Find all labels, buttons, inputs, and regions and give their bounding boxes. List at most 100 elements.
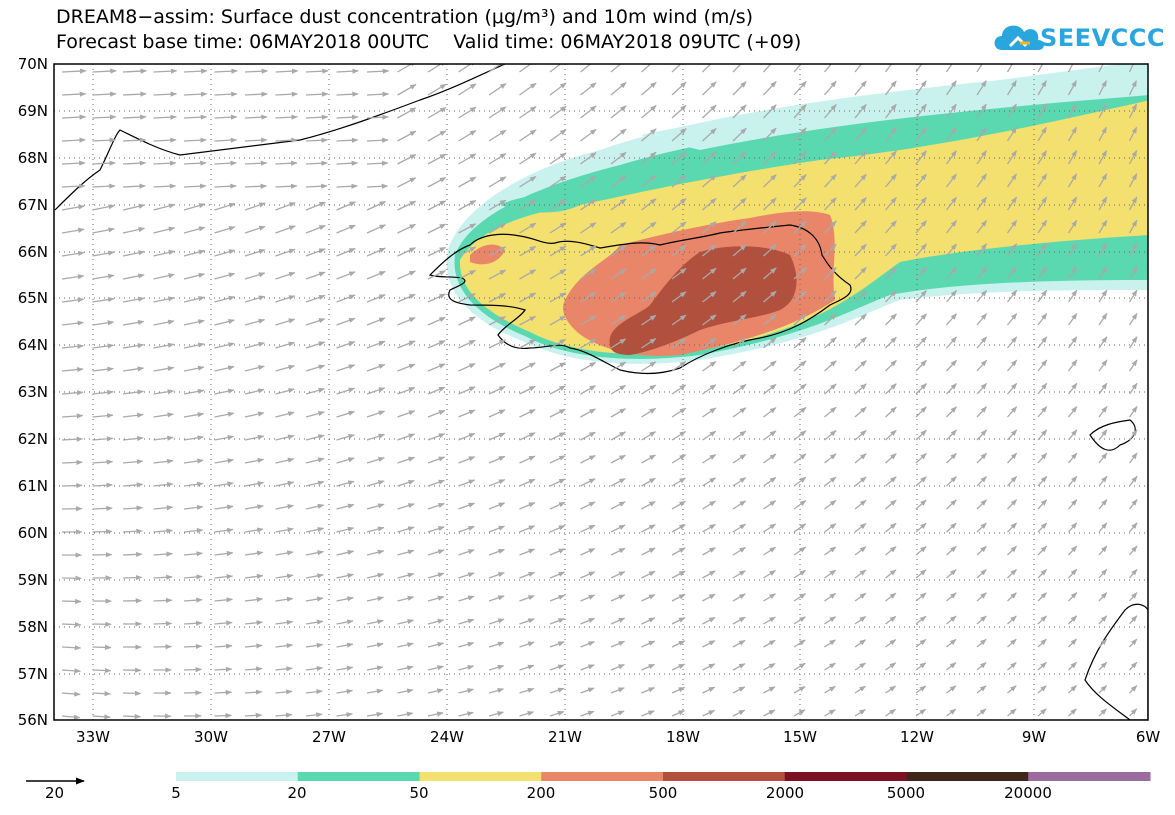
wind-arrow xyxy=(427,502,445,510)
wind-arrow xyxy=(793,127,807,142)
wind-arrow xyxy=(92,482,113,488)
wind-arrow xyxy=(671,337,687,349)
wind-arrow xyxy=(214,481,234,487)
wind-arrow xyxy=(1098,661,1108,671)
wind-arrow xyxy=(1067,150,1078,165)
wind-arrow xyxy=(336,160,359,166)
lon-label: 21W xyxy=(548,728,582,746)
wind-arrow xyxy=(366,183,389,189)
wind-arrow xyxy=(1098,545,1108,556)
wind-arrow xyxy=(366,410,386,418)
wind-arrow xyxy=(824,243,837,257)
wind-arrow xyxy=(183,91,208,97)
wind-arrow xyxy=(1007,359,1018,372)
wind-arrow xyxy=(549,129,567,142)
wind-arrow xyxy=(946,313,957,326)
wind-arrow xyxy=(488,641,505,648)
wind-arrow xyxy=(945,80,957,96)
wind-arrow xyxy=(488,595,505,602)
wind-arrow xyxy=(427,176,447,188)
wind-arrow xyxy=(824,406,837,418)
wind-arrow xyxy=(488,409,506,418)
wind-arrow xyxy=(275,248,296,257)
wind-arrow xyxy=(214,68,238,74)
wind-arrow xyxy=(946,336,957,349)
wind-arrow xyxy=(946,708,957,717)
wind-arrow xyxy=(519,199,537,211)
wind-arrow xyxy=(122,482,144,488)
wind-arrow xyxy=(488,525,506,533)
wind-arrow xyxy=(244,573,264,579)
wind-arrow xyxy=(793,337,807,349)
wind-arrow xyxy=(153,597,173,604)
wind-arrow xyxy=(366,642,384,648)
wind-arrow xyxy=(1037,196,1048,211)
wind-arrow xyxy=(275,712,293,718)
wind-arrow xyxy=(610,151,627,165)
wind-arrow xyxy=(854,662,867,671)
wind-arrow xyxy=(305,712,323,718)
wind-arrow xyxy=(458,64,477,73)
wind-arrow xyxy=(519,641,535,648)
wind-arrow xyxy=(1128,452,1138,464)
wind-arrow xyxy=(702,267,717,280)
lon-label: 6W xyxy=(1136,728,1161,746)
wind-arrow xyxy=(1128,429,1138,441)
wind-arrow xyxy=(214,295,236,303)
wind-arrow xyxy=(153,365,175,372)
wind-arrow xyxy=(275,619,294,626)
wind-arrow xyxy=(610,594,626,602)
wind-arrow xyxy=(854,127,867,142)
wind-arrow xyxy=(183,667,203,673)
wind-arrow xyxy=(580,431,596,441)
wind-arrow xyxy=(915,266,927,280)
wind-arrow xyxy=(214,713,233,719)
wind-arrow xyxy=(793,569,807,579)
wind-arrow xyxy=(763,220,777,234)
wind-arrow xyxy=(915,243,927,257)
wind-arrow xyxy=(122,459,144,465)
legend-swatch xyxy=(1028,772,1151,781)
wind-arrow xyxy=(945,196,957,211)
wind-arrow xyxy=(1007,499,1018,510)
wind-arrow xyxy=(61,160,86,166)
wind-arrow xyxy=(92,297,115,303)
wind-arrow xyxy=(366,433,386,441)
wind-arrow xyxy=(1098,406,1108,418)
wind-arrow xyxy=(580,548,596,556)
wind-arrow xyxy=(854,546,867,556)
wind-arrow xyxy=(1068,708,1077,717)
wind-arrow xyxy=(976,289,988,303)
wind-arrow xyxy=(580,524,596,533)
wind-arrow xyxy=(793,64,807,73)
wind-arrow xyxy=(915,336,927,349)
wind-arrow xyxy=(610,81,627,96)
wind-arrow xyxy=(244,620,264,626)
wind-arrow xyxy=(488,129,507,142)
wind-arrow xyxy=(427,433,446,441)
wind-arrow xyxy=(671,524,686,533)
wind-arrow xyxy=(732,686,746,694)
wind-arrow xyxy=(244,365,265,372)
wind-arrow xyxy=(610,175,627,188)
wind-arrow xyxy=(793,174,807,188)
wind-arrow xyxy=(92,505,113,511)
wind-arrow xyxy=(366,137,389,143)
wind-arrow xyxy=(671,291,687,303)
wind-arrow xyxy=(458,176,477,188)
wind-arrow xyxy=(976,126,987,142)
wind-arrow xyxy=(397,479,415,487)
wind-arrow xyxy=(824,430,837,441)
wind-arrow xyxy=(671,547,686,556)
wind-arrow xyxy=(702,709,716,717)
wind-arrow xyxy=(336,341,356,349)
wind-arrow xyxy=(610,431,626,441)
wind-arrow xyxy=(641,361,657,372)
wind-arrow xyxy=(732,616,746,625)
wind-arrow xyxy=(976,615,987,625)
wind-arrow xyxy=(1037,638,1047,648)
wind-arrow xyxy=(1098,359,1108,372)
wind-arrow xyxy=(397,247,417,257)
wind-arrow xyxy=(763,709,776,717)
